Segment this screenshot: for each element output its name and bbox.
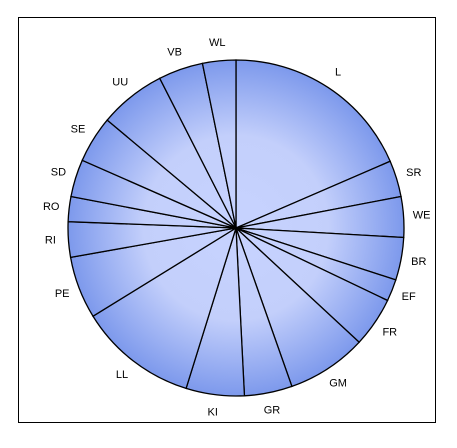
slice-label-br: BR [411,256,426,268]
slice-label-we: WE [413,210,431,222]
slice-label-l: L [335,66,341,78]
slice-label-gm: GM [329,377,347,389]
slice-label-ro: RO [43,201,60,213]
slice-label-sd: SD [51,167,66,179]
pie-slice-l [235,59,392,229]
slice-label-ef: EF [402,291,416,303]
slice-label-ki: KI [207,406,217,418]
slice-label-vb: VB [167,46,182,58]
slice-label-se: SE [71,124,86,136]
slice-label-ri: RI [45,235,56,247]
slice-label-uu: UU [112,76,128,88]
slice-label-sr: SR [406,167,421,179]
pie-slice-ll [92,226,238,390]
slice-label-fr: FR [382,326,397,338]
slice-label-wl: WL [209,37,226,49]
slice-label-gr: GR [264,404,281,416]
slice-label-ll: LL [116,369,128,381]
pie-slice-wl [201,59,237,229]
slice-label-pe: PE [55,288,70,300]
